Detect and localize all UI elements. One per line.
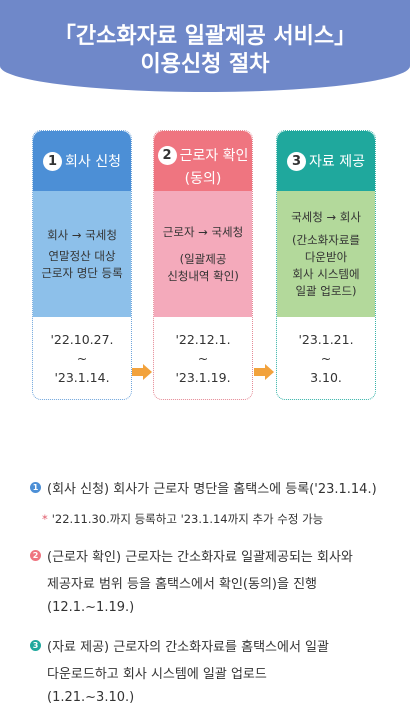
step-2-title: 근로자 확인: [179, 148, 249, 164]
note-number-2-icon: 2: [30, 550, 41, 561]
note-3-line: 다운로드하고 회사 시스템에 일괄 업로드: [47, 667, 267, 682]
step-2-date-tilde: ~: [197, 350, 209, 366]
note-3-line: (1.21.~3.10.): [47, 690, 135, 705]
step-3-body-line: 국세청 → 회사: [291, 209, 361, 224]
step-1-date-tilde: ~: [76, 350, 88, 366]
note-1-sub-text: '22.11.30.까지 등록하고 '23.1.14까지 추가 수정 가능: [51, 512, 324, 526]
note-1-line: (회사 신청) 회사가 근로자 명단을 홈택스에 등록('23.1.14.): [47, 482, 377, 497]
step-2-body-spacer: [158, 241, 248, 251]
step-2-body-line: 신청내역 확인): [167, 268, 239, 283]
step-card-1: 1 회사 신청 회사 → 국세청 연말정산 대상 근로자 명단 등록 '22.1…: [32, 130, 132, 400]
step-1-date-start: '22.10.27.: [50, 331, 114, 347]
note-2-line: (근로자 확인) 근로자는 간소화자료 일괄제공되는 회사와: [47, 550, 353, 565]
step-card-1-header: 1 회사 신청: [33, 131, 131, 191]
step-3-date-tilde: ~: [320, 350, 332, 366]
step-1-period: '22.10.27. ~ '23.1.14.: [33, 317, 131, 399]
step-3-title: 자료 제공: [309, 154, 365, 170]
step-1-body-line: 회사 → 국세청: [47, 227, 117, 242]
step-card-2: 2 근로자 확인 (동의) 근로자 → 국세청 (일괄제공 신청내역 확인) '…: [153, 130, 253, 400]
asterisk-icon: *: [42, 512, 48, 526]
arrow-right-icon: [132, 364, 152, 380]
step-number-1-icon: 1: [43, 151, 62, 171]
step-3-body-line: 회사 시스템에: [292, 266, 360, 281]
step-2-body-line: (일괄제공: [179, 251, 227, 266]
step-2-title-sub: (동의): [184, 171, 222, 187]
step-3-body: 국세청 → 회사 (간소화자료를 다운받아 회사 시스템에 일괄 업로드): [277, 191, 375, 317]
step-card-3: 3 자료 제공 국세청 → 회사 (간소화자료를 다운받아 회사 시스템에 일괄…: [276, 130, 376, 400]
note-number-1-icon: 1: [30, 482, 41, 493]
step-1-title: 회사 신청: [65, 154, 121, 170]
title-line-1: 「간소화자료 일괄제공 서비스」: [53, 24, 357, 49]
header-banner: 「간소화자료 일괄제공 서비스」 이용신청 절차: [0, 0, 410, 92]
step-card-3-header: 3 자료 제공: [277, 131, 375, 191]
step-card-2-header: 2 근로자 확인 (동의): [154, 131, 252, 191]
step-2-date-start: '22.12.1.: [175, 331, 231, 347]
step-2-period: '22.12.1. ~ '23.1.19.: [154, 317, 252, 399]
note-number-3-icon: 3: [30, 640, 41, 651]
title-line-2: 이용신청 절차: [140, 52, 270, 77]
step-3-body-line: 일괄 업로드): [295, 283, 357, 298]
step-3-date-start: '23.1.21.: [298, 331, 354, 347]
step-1-body: 회사 → 국세청 연말정산 대상 근로자 명단 등록: [33, 191, 131, 317]
step-2-body: 근로자 → 국세청 (일괄제공 신청내역 확인): [154, 191, 252, 317]
step-number-3-icon: 3: [287, 151, 306, 171]
note-2-line: 제공자료 범위 등을 홈택스에서 확인(동의)을 진행: [47, 577, 318, 592]
step-1-body-line: 연말정산 대상: [48, 248, 116, 263]
step-2-date-end: '23.1.19.: [175, 369, 231, 385]
note-3-line: (자료 제공) 근로자의 간소화자료를 홈택스에서 일괄: [47, 640, 329, 655]
step-number-2-icon: 2: [157, 145, 177, 165]
step-3-body-line: 다운받아: [304, 249, 348, 264]
step-1-date-end: '23.1.14.: [54, 369, 110, 385]
note-2-line: (12.1.~1.19.): [47, 600, 135, 615]
step-1-body-line: 근로자 명단 등록: [41, 265, 123, 280]
step-3-body-line: (간소화자료를: [292, 232, 360, 247]
step-3-date-end: 3.10.: [310, 369, 342, 385]
step-3-period: '23.1.21. ~ 3.10.: [277, 317, 375, 399]
arrow-right-icon: [254, 364, 274, 380]
step-2-body-line: 근로자 → 국세청: [162, 224, 244, 239]
